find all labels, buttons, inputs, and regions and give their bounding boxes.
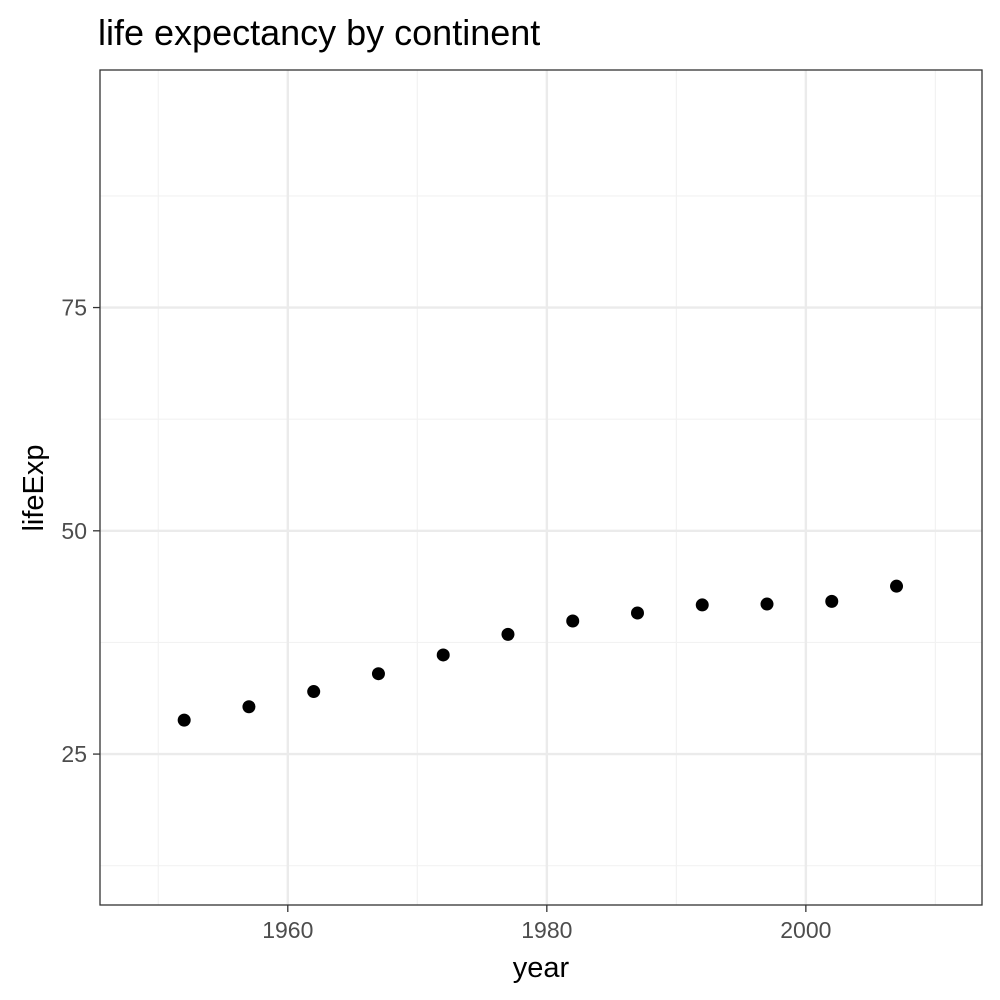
x-tick-label: 1980 — [521, 917, 572, 943]
data-point — [890, 579, 904, 593]
data-point — [760, 597, 774, 611]
data-point — [501, 627, 515, 641]
data-point — [825, 594, 839, 608]
x-axis-title: year — [513, 952, 570, 984]
y-axis: 25 50 75 — [61, 295, 100, 767]
chart-title: life expectancy by continent — [98, 12, 540, 53]
y-tick-label: 25 — [61, 741, 87, 767]
data-point — [630, 606, 644, 620]
data-point — [566, 614, 580, 628]
y-axis-title: lifeExp — [18, 444, 50, 531]
data-points — [177, 579, 904, 727]
x-axis: 1960 1980 2000 — [262, 905, 831, 943]
data-point — [436, 648, 450, 662]
minor-gridlines — [100, 70, 982, 905]
x-tick-label: 1960 — [262, 917, 313, 943]
data-point — [242, 700, 256, 714]
major-gridlines — [100, 70, 982, 905]
y-tick-label: 75 — [61, 295, 87, 321]
data-point — [307, 685, 321, 699]
x-tick-label: 2000 — [780, 917, 831, 943]
panel-border — [99, 69, 983, 906]
y-tick-label: 50 — [61, 518, 87, 544]
data-point — [695, 598, 709, 612]
data-point — [177, 713, 191, 727]
data-point — [371, 667, 385, 681]
